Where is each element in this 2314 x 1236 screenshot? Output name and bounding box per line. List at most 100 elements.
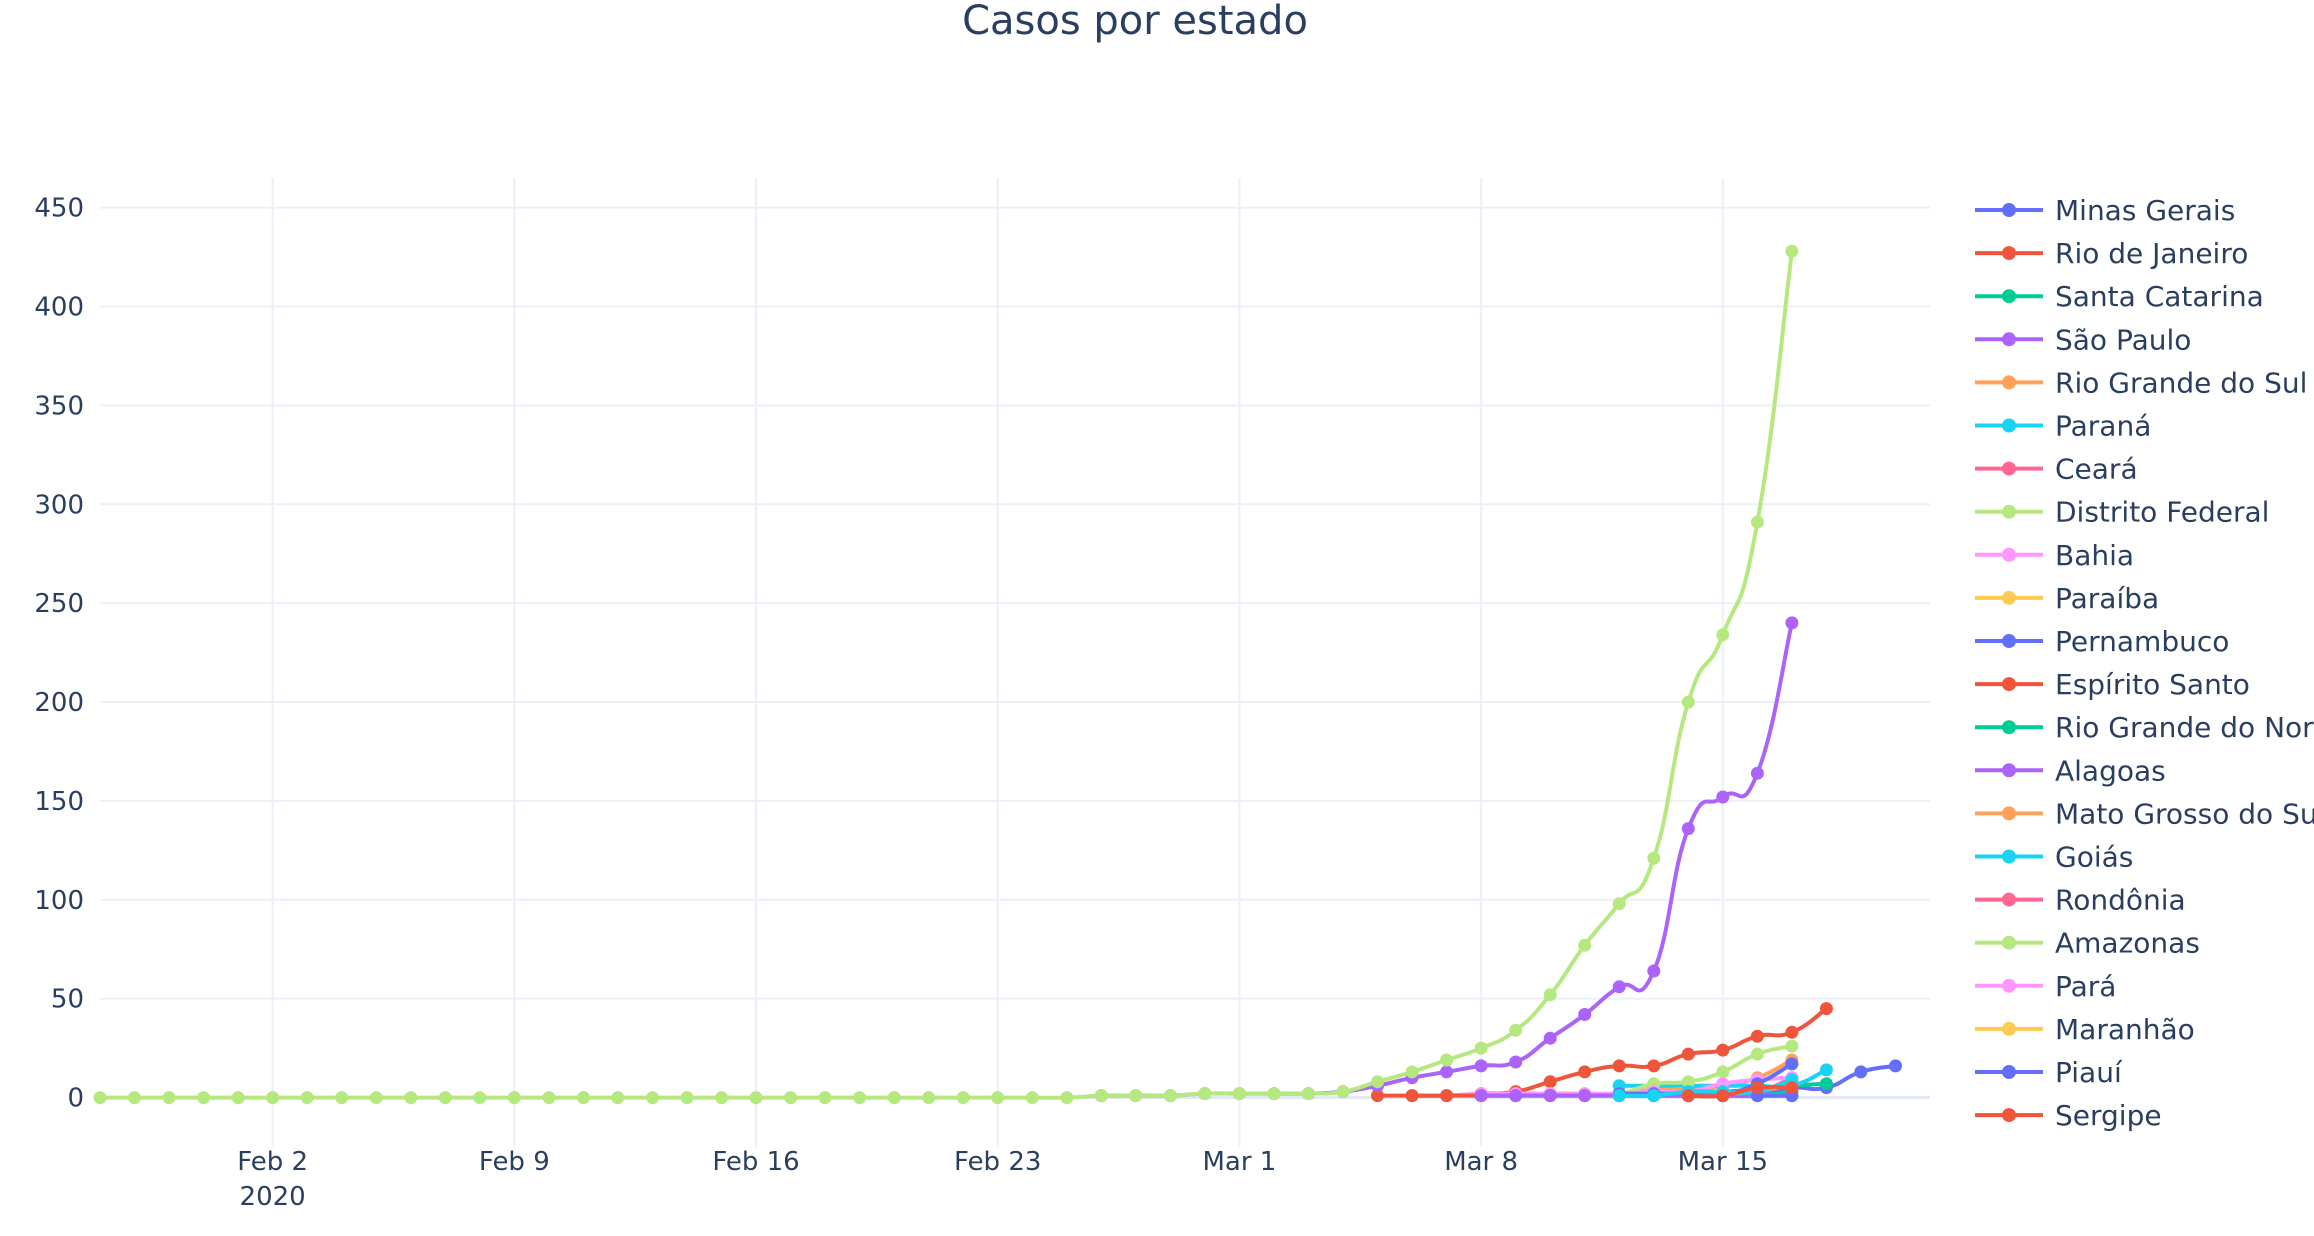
data-point	[369, 1091, 383, 1105]
legend-item-parana[interactable]: Paraná	[1975, 410, 2151, 443]
legend-item-ceara[interactable]: Ceará	[1975, 453, 2138, 486]
legend-item-alagoas[interactable]: Alagoas	[1975, 754, 2166, 787]
legend-swatch-marker	[2002, 1065, 2016, 1079]
legend-item-para[interactable]: Pará	[1975, 970, 2116, 1003]
data-point	[1267, 1087, 1281, 1101]
data-point	[784, 1091, 798, 1105]
data-point	[93, 1091, 107, 1105]
data-point	[1750, 1029, 1764, 1043]
legend-item-rio-de-janeiro[interactable]: Rio de Janeiro	[1975, 237, 2248, 270]
legend-item-rondonia[interactable]: Rondônia	[1975, 884, 2186, 917]
data-point	[1509, 1055, 1523, 1069]
legend-label: Rio Grande do Norte	[2055, 711, 2314, 744]
data-point	[1785, 616, 1799, 630]
data-point	[922, 1091, 936, 1105]
legend-item-piaui[interactable]: Piauí	[1975, 1056, 2123, 1089]
data-point	[1440, 1053, 1454, 1067]
data-point	[1716, 1089, 1730, 1103]
legend-swatch-marker	[2002, 332, 2016, 347]
series-line	[1101, 622, 1794, 1098]
data-point	[1198, 1087, 1212, 1101]
legend-label: Alagoas	[2055, 754, 2166, 787]
legend-swatch-marker	[2002, 720, 2016, 735]
x-tick-label: Mar 1	[1202, 1147, 1276, 1177]
legend-item-rio-grande-do-norte[interactable]: Rio Grande do Norte	[1975, 711, 2314, 744]
legend-swatch-marker	[2002, 1021, 2016, 1036]
data-point	[266, 1091, 280, 1105]
data-point	[1163, 1089, 1177, 1103]
legend-label: Distrito Federal	[2055, 496, 2269, 529]
data-point	[1716, 1043, 1730, 1057]
data-point	[1681, 1047, 1695, 1061]
data-point	[646, 1091, 659, 1105]
legend-swatch-marker	[2002, 634, 2016, 648]
data-point	[853, 1091, 867, 1105]
data-point	[1889, 1059, 1902, 1073]
data-point	[162, 1091, 176, 1105]
legend-label: Santa Catarina	[2055, 280, 2264, 313]
legend-label: Minas Gerais	[2055, 194, 2235, 227]
data-point	[1819, 1002, 1833, 1016]
data-point	[1647, 1059, 1661, 1073]
legend-swatch-marker	[2002, 461, 2016, 476]
y-tick-label: 250	[34, 589, 84, 619]
data-point	[1405, 1089, 1419, 1103]
legend-item-minas-gerais[interactable]: Minas Gerais	[1975, 194, 2235, 227]
legend-item-bahia[interactable]: Bahia	[1975, 539, 2134, 572]
y-tick-label: 450	[34, 194, 84, 224]
legend-item-sergipe[interactable]: Sergipe	[1975, 1099, 2162, 1132]
data-point	[1647, 851, 1661, 865]
series-sergipe	[1681, 1081, 1799, 1103]
data-point	[1543, 1075, 1557, 1089]
legend-label: Sergipe	[2055, 1099, 2162, 1132]
legend-swatch-marker	[2002, 806, 2016, 821]
data-point	[1509, 1089, 1523, 1103]
legend-swatch-marker	[2002, 203, 2016, 217]
legend-item-pernambuco[interactable]: Pernambuco	[1975, 625, 2229, 658]
data-point	[991, 1091, 1005, 1105]
data-point	[1750, 1047, 1764, 1061]
legend-item-distrito-federal[interactable]: Distrito Federal	[1975, 496, 2269, 529]
legend-item-paraiba[interactable]: Paraíba	[1975, 582, 2159, 615]
legend-item-mato-grosso-do-sul[interactable]: Mato Grosso do Sul	[1975, 797, 2314, 830]
data-point	[1612, 1059, 1626, 1073]
data-point	[1716, 790, 1730, 804]
legend-item-espirito-santo[interactable]: Espírito Santo	[1975, 668, 2250, 701]
data-point	[680, 1091, 694, 1105]
data-point	[1612, 1089, 1626, 1103]
data-point	[1578, 1008, 1592, 1021]
legend-label: Espírito Santo	[2055, 668, 2250, 701]
data-point	[1681, 1089, 1695, 1103]
legend-item-maranhao[interactable]: Maranhão	[1975, 1013, 2195, 1046]
data-point	[611, 1091, 625, 1105]
legend-label: Rio de Janeiro	[2055, 237, 2248, 270]
data-point	[1440, 1089, 1454, 1103]
legend-label: Amazonas	[2055, 927, 2200, 960]
data-point	[1094, 1089, 1108, 1103]
data-point	[1785, 1039, 1799, 1053]
x-tick-label: Mar 8	[1444, 1147, 1518, 1177]
data-point	[1371, 1089, 1384, 1103]
data-point	[300, 1091, 314, 1105]
data-point	[1785, 1081, 1799, 1095]
data-point	[1647, 1089, 1661, 1103]
legend-item-amazonas[interactable]: Amazonas	[1975, 927, 2200, 960]
legend-item-goias[interactable]: Goiás	[1975, 841, 2133, 874]
data-point	[1232, 1087, 1246, 1101]
legend[interactable]: Minas Gerais Rio de Janeiro Santa Catarina…	[1975, 194, 2314, 1132]
legend-item-sao-paulo[interactable]: São Paulo	[1975, 323, 2191, 356]
legend-label: Pará	[2055, 970, 2116, 1003]
data-point	[1543, 1089, 1557, 1103]
data-point	[1785, 1057, 1799, 1071]
axis-layer: Feb 2 2020 Feb 9 Feb 16 Feb 23 Mar 1 Mar 8 Mar …	[34, 194, 1768, 1212]
data-point	[1750, 766, 1764, 780]
y-tick-label: 0	[67, 1084, 84, 1114]
legend-item-rio-grande-do-sul[interactable]: Rio Grande do Sul	[1975, 366, 2307, 399]
data-point	[1819, 1063, 1833, 1077]
data-point	[1405, 1065, 1419, 1079]
data-point	[1750, 515, 1764, 529]
series-layer	[93, 244, 1902, 1105]
y-tick-label: 150	[34, 787, 84, 817]
legend-item-santa-catarina[interactable]: Santa Catarina	[1975, 280, 2264, 313]
